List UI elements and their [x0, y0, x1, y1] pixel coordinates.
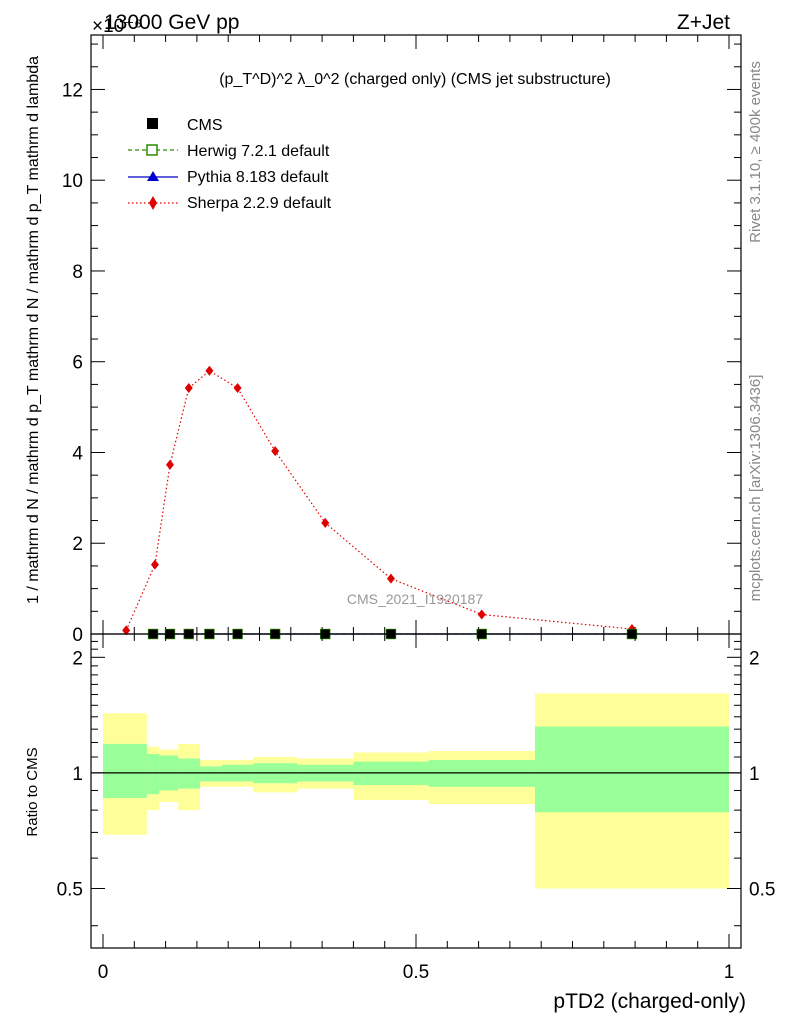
header-right: Z+Jet	[677, 11, 730, 34]
plot-title: (p_T^D)^2 λ_0^2 (charged only) (CMS jet …	[219, 71, 611, 88]
ratio-ytick-label: 2	[72, 648, 83, 669]
ratio-band-inner	[534, 726, 729, 813]
rivet-label: Rivet 3.1.10, ≥ 400k events	[747, 61, 764, 243]
ratio-band-inner	[146, 754, 160, 795]
x-tick-label: 0.5	[403, 962, 429, 983]
ratio-ytick-label: 0.5	[57, 880, 83, 901]
main-ytick-label: 2	[72, 534, 83, 555]
sherpa-point	[386, 573, 395, 584]
sherpa-point	[271, 446, 280, 457]
ratio-y-label: Ratio to CMS	[24, 747, 41, 836]
ratio-ytick-label-right: 1	[749, 764, 760, 785]
legend-marker-cms	[147, 118, 158, 129]
sherpa-point	[233, 383, 242, 394]
legend: CMS Herwig 7.2.1 default Pythia 8.183 de…	[128, 117, 332, 212]
x-tick-label: 1	[724, 962, 735, 983]
x-tick-label: 0	[98, 962, 109, 983]
ratio-ytick-label-right: 0.5	[749, 880, 775, 901]
main-ytick-label: 10	[62, 171, 83, 192]
main-ytick-label: 6	[72, 353, 83, 374]
legend-entry-herwig: Herwig 7.2.1 default	[128, 143, 330, 160]
sherpa-point	[321, 517, 330, 528]
legend-entry-cms: CMS	[147, 117, 223, 134]
ratio-band-inner	[178, 758, 201, 789]
legend-label-sherpa: Sherpa 2.2.9 default	[187, 195, 332, 212]
sherpa-point	[477, 609, 486, 620]
sherpa-point	[150, 559, 159, 570]
ratio-ytick-label: 1	[72, 764, 83, 785]
main-ytick-label: 4	[72, 443, 83, 464]
main-ytick-label: 8	[72, 262, 83, 283]
ratio-ytick-label-right: 2	[749, 648, 760, 669]
main-ytick-label: 0	[72, 625, 83, 646]
main-axes: 0 2 4 6 8 10 12	[62, 35, 741, 646]
legend-entry-sherpa: Sherpa 2.2.9 default	[128, 195, 332, 212]
legend-label-cms: CMS	[187, 117, 223, 134]
exponent-label: ×10⁻⁶	[92, 16, 142, 37]
sherpa-point	[165, 459, 174, 470]
legend-entry-pythia: Pythia 8.183 default	[128, 169, 329, 186]
x-axis-label: pTD2 (charged-only)	[553, 990, 746, 1013]
legend-marker-pythia	[147, 171, 159, 181]
sherpa-point	[122, 625, 131, 636]
legend-label-pythia: Pythia 8.183 default	[187, 169, 329, 186]
sherpa-point	[184, 383, 193, 394]
ratio-axes: 0.5 0.5 1 1 2 2 0 0.5 1	[57, 634, 775, 983]
ratio-band-inner	[200, 766, 222, 782]
legend-marker-sherpa	[149, 196, 157, 210]
ratio-bands	[91, 693, 741, 889]
legend-label-herwig: Herwig 7.2.1 default	[187, 143, 330, 160]
legend-marker-herwig	[146, 144, 158, 156]
header-left: 13000 GeV pp	[104, 11, 239, 34]
main-ytick-label: 12	[62, 80, 83, 101]
watermark: CMS_2021_I1920187	[347, 591, 483, 607]
main-y-label: 1 / mathrm d N / mathrm d p_T mathrm d N…	[25, 56, 42, 604]
mcplots-label: mcplots.cern.ch [arXiv:1306.3436]	[747, 375, 764, 602]
ratio-band-inner	[103, 743, 147, 799]
sherpa-point	[205, 365, 214, 376]
